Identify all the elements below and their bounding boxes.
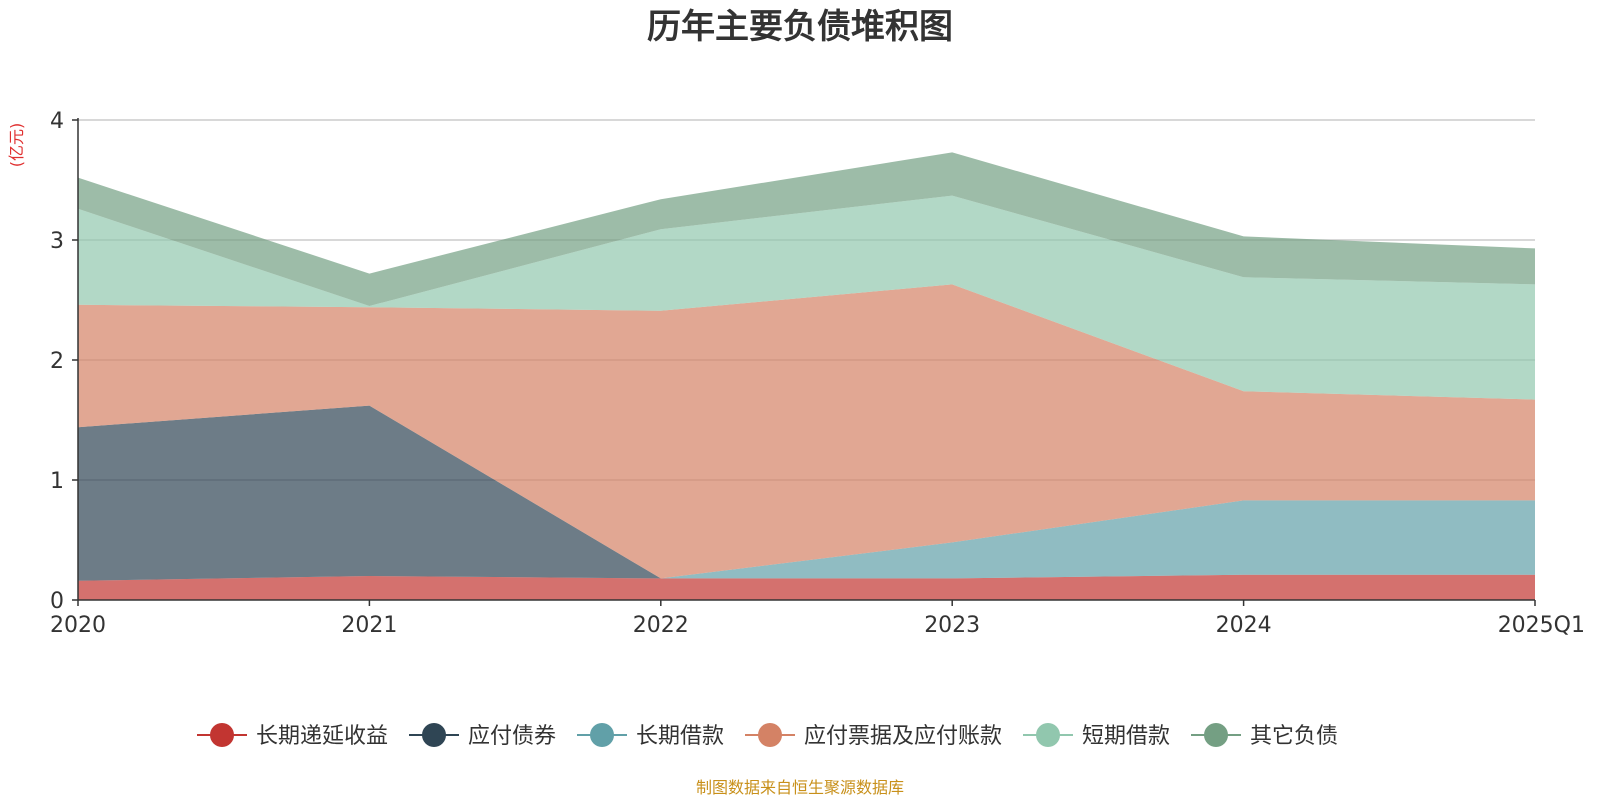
legend-item[interactable]: 应付票据及应付账款 [745,723,1002,749]
legend-label: 长期递延收益 [256,724,388,749]
legend-label: 其它负债 [1250,724,1338,749]
legend-label: 应付债券 [468,724,556,749]
area-应付票据及应付账款 [78,284,1535,579]
y-tick-label: 2 [50,349,64,374]
legend-item[interactable]: 应付债券 [409,723,556,749]
area-短期借款 [78,195,1535,400]
y-tick-label: 3 [50,229,64,254]
x-tick-label: 2020 [50,613,106,638]
area-其它负债 [78,152,1535,306]
area-应付债券 [78,405,1535,581]
x-tick-label: 2024 [1216,613,1272,638]
series-areas [78,152,1535,600]
y-tick-label: 1 [50,469,64,494]
area-长期递延收益 [78,574,1535,600]
legend-marker [758,723,782,747]
chart-title: 历年主要负债堆积图 [647,7,953,47]
legend-item[interactable]: 其它负债 [1191,723,1338,749]
legend-item[interactable]: 长期借款 [577,723,724,749]
legend-marker [1204,723,1228,747]
x-tick-label: 2022 [633,613,689,638]
legend-label: 长期借款 [636,724,724,749]
legend-marker [1036,723,1060,747]
axes: 0 1 2 3 4 2020 2021 2022 2023 2024 2025Q1 [50,109,1585,638]
legend-label: 短期借款 [1082,724,1170,749]
legend-item[interactable]: 短期借款 [1023,723,1170,749]
legend-label: 应付票据及应付账款 [804,724,1002,749]
legend-marker [590,723,614,747]
legend-item[interactable]: 长期递延收益 [197,723,388,749]
y-tick-label: 4 [50,109,64,134]
data-source-note: 制图数据来自恒生聚源数据库 [696,778,904,797]
y-axis-unit: (亿元) [7,123,26,168]
legend-marker [210,723,234,747]
y-tick-label: 0 [50,589,64,614]
legend[interactable]: 长期递延收益 应付债券 长期借款 应付票据及应付账款 短期借款 其它负债 [197,723,1338,749]
legend-marker [422,723,446,747]
x-tick-label: 2025Q1 [1498,613,1585,638]
x-tick-label: 2023 [924,613,980,638]
x-tick-label: 2021 [341,613,397,638]
